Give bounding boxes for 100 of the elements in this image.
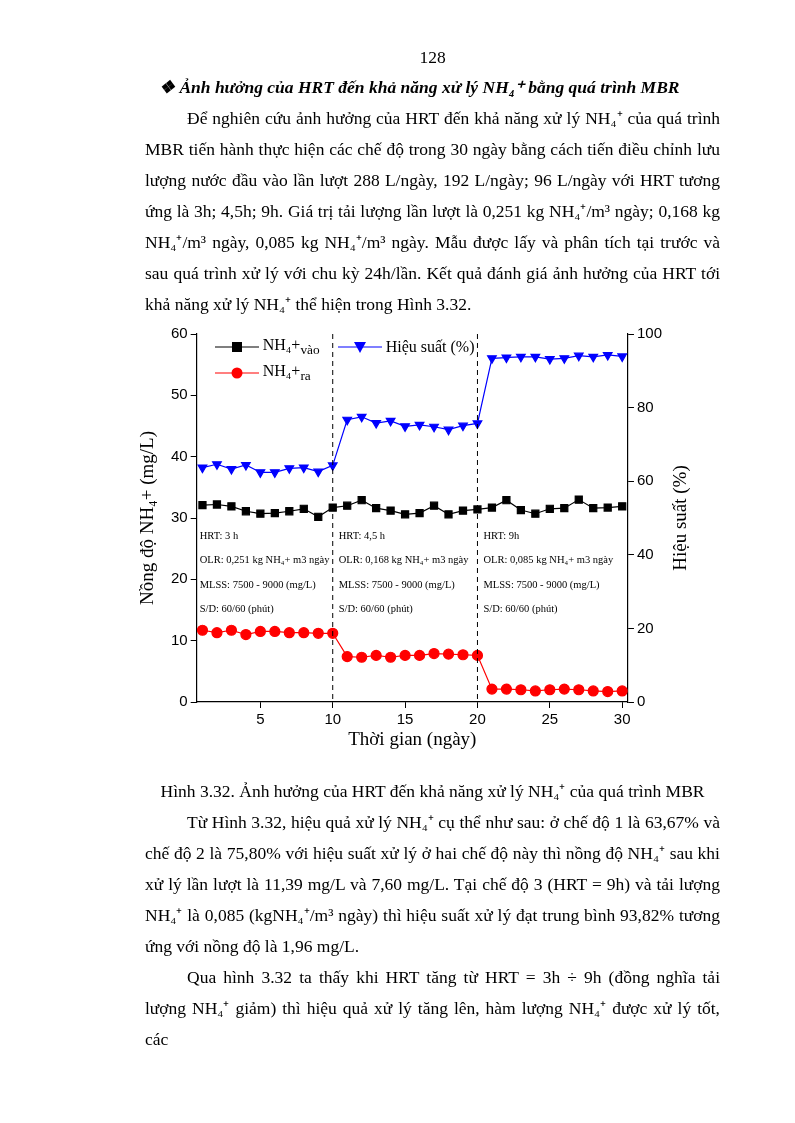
point [458,422,468,432]
point [443,426,454,436]
text: HRT: 9h OLR: 0,085 kg NH₄+ m3 ngày MLSS: 7500 - 9000 (mg/L) S/D: 60/60 (phút) [483,530,614,615]
y2-tick-label: 80 [636,397,654,415]
point [227,502,236,511]
legend-label: NH₄+$_{vào}$ [262,336,320,359]
point [225,624,238,636]
x-axis-title: Thời gian (ngày) [348,728,477,750]
y-tick-label: 0 [179,692,188,710]
x-tick-label: 25 [541,710,559,728]
text: Qua hình 3.32 ta thấy khi HRT tăng từ HRT = 3h ÷ 9h (đồng nghĩa tải lượng NH₄⁺ giảm) thì hiệu quả xử lý tăng lên, hàm lượng NH₄⁺ được xử lý tốt, các [145,966,720,1051]
y2-tick-label: 40 [636,544,654,562]
x-tick-label: 5 [256,710,265,728]
text: HRT: 3 h OLR: 0,251 kg NH₄+ m3 ngày MLSS: 7500 - 9000 (mg/L) S/D: 60/60 (phút) [199,530,330,615]
point [429,423,439,433]
text: Hình 3.32. Ảnh hưởng của HRT đến khả năng xử lý NH₄⁺ của quá trình MBR [159,780,706,803]
point [545,504,554,513]
point [516,505,526,515]
point [529,685,541,697]
point [327,462,338,471]
point [328,503,337,512]
point [285,507,294,516]
point [270,508,279,518]
point [314,512,323,521]
point [574,495,583,504]
chart-title: ❖ Ảnh hưởng của HRT đến khả năng xử lý NH₄⁺ bằng quá trình MBR [158,76,681,99]
point [544,355,555,365]
point [458,506,468,515]
point [240,461,251,471]
y-tick-label: 10 [171,630,188,648]
point [241,507,251,516]
y-tick-label: 30 [171,508,188,526]
point [400,510,410,519]
point [588,353,599,363]
point [486,683,498,695]
point [471,649,484,661]
point [256,509,265,518]
y-tick-label: 50 [171,385,188,403]
point [312,627,324,639]
point [587,685,599,697]
point [530,353,541,363]
point [255,469,266,478]
point [313,468,324,478]
point [444,510,453,519]
point [602,685,614,698]
point [370,649,382,661]
point [515,684,527,696]
point [617,353,628,363]
point [284,465,295,474]
y-tick-label: 60 [171,324,188,342]
point [226,465,237,475]
point [342,416,353,426]
point [211,627,223,639]
point [372,504,381,513]
point [198,500,207,510]
point [414,421,425,431]
point [197,464,208,474]
point [212,500,222,509]
y2-tick-label: 60 [636,471,654,489]
point [269,469,280,478]
legend-label: Hiệu suất (%) [385,338,475,357]
point [196,624,209,636]
y2-tick-label: 100 [636,324,662,342]
point [558,683,570,695]
chart-subtitle: Để nghiên cứu ảnh hưởng của HRT đến khả năng xử lý NH₄⁺ của quá trình MBR tiến hành thực hiện các chế độ trong 30 ngày bằng cách tiến điều chỉnh lưu lượng nước đầu vào lần lượt 288 L/ngày, 192 L/ngày; 96 L/ngày với HRT tương ứng là 3h; 4,5h; 9h. Giá trị tải lượng lần lượt là 0,251 kg NH₄⁺/m³ ngày; 0,168 kg NH₄⁺/m³ ngày, 0,085 kg NH₄⁺/m³ ngày. Mẫu được lấy và phân tích tại trước và sau quá trình xử lý với chu kỳ 24h/lần. Kết quả đánh giá ảnh hưởng của HRT tới khả năng xử lý NH₄⁺ thể hiện trong Hình 3.32. [145,107,720,316]
point [341,651,353,663]
y2-tick-label: 0 [636,692,646,710]
point [415,508,424,518]
point [413,649,426,661]
point [487,355,497,364]
point [544,684,556,696]
point [385,417,396,427]
x-tick-label: 10 [324,710,342,728]
y2-tick-label: 20 [636,618,654,636]
point [400,423,411,432]
point [602,351,613,361]
point [457,649,469,661]
point [573,684,585,696]
text: HRT: 4,5 h OLR: 0,168 kg NH₄+ m3 ngày MLSS: 7500 - 9000 (mg/L) S/D: 60/60 (phút) [338,530,469,615]
point [500,683,512,695]
y-axis-title: Nồng độ NH₄+ (mg/L) [135,430,158,606]
point [442,648,455,660]
point [386,506,395,515]
point [473,505,482,514]
point [428,647,440,660]
point [531,509,540,518]
point [501,354,512,364]
text: 128 [418,46,447,69]
point [269,625,281,638]
point [502,496,511,505]
point [371,419,382,429]
point [283,627,295,639]
point [616,685,628,697]
point [298,627,310,639]
point [240,628,252,641]
point [298,464,309,474]
y2-axis-title: Hiệu suất (%) [668,465,691,571]
y-tick-label: 20 [171,569,188,587]
y-tick-label: 40 [171,446,188,464]
text: Từ Hình 3.32, hiệu quả xử lý NH₄⁺ cụ thể như sau: ở chế độ 1 là 63,67% và chế độ 2 là 75,80% với hiệu suất xử lý ở hai chế độ này thì nồng độ NH₄⁺ sau khi xử lý lần lượt là 11,39 mg/L và 7,60 mg/L. Tại chế độ 3 (HRT = 9h) và tải lượng NH₄⁺ là 0,085 (kgNH₄⁺/m³ ngày) thì hiệu suất xử lý đạt trung bình 93,82% tương ứng với nồng độ là 1,96 mg/L. [145,811,720,958]
